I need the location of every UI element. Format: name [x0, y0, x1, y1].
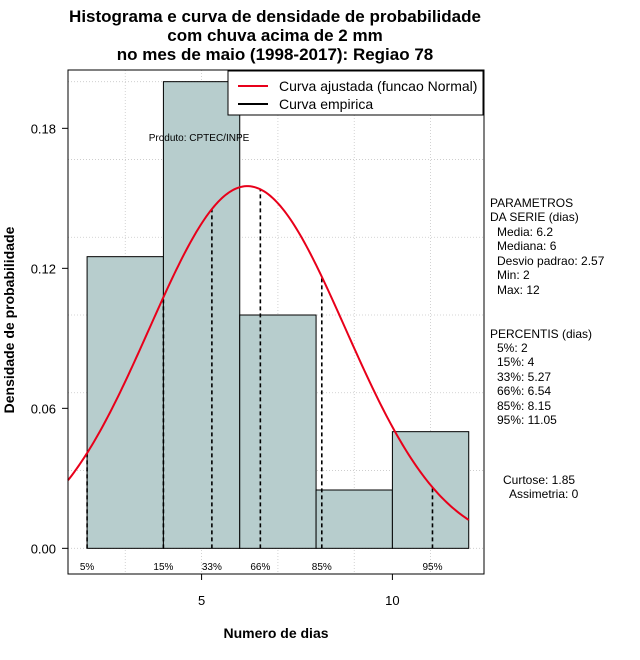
x-tick-label-1: 5	[198, 593, 205, 608]
histogram-bar-5	[391, 431, 470, 549]
y-tick-label-3: 0.12	[31, 261, 56, 276]
y-axis: 0.00 0.06 0.12 0.18	[31, 121, 68, 556]
chart-title-line-3: no mes de maio (1998-2017): Regiao 78	[117, 45, 434, 64]
normal-curve	[67, 185, 470, 521]
percentil-85: 85%: 8.15	[497, 399, 551, 413]
percentile-lines	[86, 189, 434, 549]
param-min: Min: 2	[497, 268, 530, 282]
legend-normal-label: Curva ajustada (funcao Normal)	[279, 78, 477, 94]
normal-curve-group	[67, 185, 470, 521]
y-tick-label-2: 0.06	[31, 401, 56, 416]
y-axis-label: Densidade de probabilidade	[1, 226, 17, 413]
param-desvio: Desvio padrao: 2.57	[497, 254, 605, 268]
x-axis: 5 10	[198, 574, 400, 608]
plot-frame	[67, 69, 485, 575]
curtose-value: Curtose: 1.85	[503, 473, 575, 487]
percentile-label-2: 15%	[153, 562, 173, 573]
param-media: Media: 6.2	[497, 225, 553, 239]
percentil-5: 5%: 2	[497, 341, 528, 355]
histogram-bar-2	[162, 81, 241, 549]
side-panel: PARAMETROS DA SERIE (dias) Media: 6.2 Me…	[490, 196, 605, 501]
histogram-bars	[86, 81, 470, 549]
params-title-line-1: PARAMETROS	[490, 196, 573, 210]
histogram-bar-1	[86, 256, 164, 549]
percentil-33: 33%: 5.27	[497, 370, 551, 384]
histogram-bar-4	[315, 489, 393, 549]
param-mediana: Mediana: 6	[497, 239, 557, 253]
chart-title-line-2: com chuva acima de 2 mm	[167, 26, 382, 45]
produto-annotation: Produto: CPTEC/INPE	[149, 133, 250, 144]
percentile-label-6: 95%	[422, 562, 442, 573]
x-axis-label: Numero de dias	[223, 625, 328, 641]
legend-box	[227, 70, 484, 116]
y-tick-label-4: 0.18	[31, 121, 56, 136]
percentile-label-4: 66%	[250, 562, 270, 573]
percentile-label-3: 33%	[202, 562, 222, 573]
histogram-bar-3	[239, 314, 317, 549]
percentil-15: 15%: 4	[497, 355, 535, 369]
percentile-labels: 5% 15% 33% 66% 85% 95%	[80, 562, 443, 573]
legend-empirical-label: Curva empirica	[279, 96, 373, 112]
x-tick-label-2: 10	[385, 593, 399, 608]
percentile-label-5: 85%	[312, 562, 332, 573]
percentile-label-1: 5%	[80, 562, 95, 573]
y-tick-label-1: 0.00	[31, 541, 56, 556]
param-max: Max: 12	[497, 283, 540, 297]
params-title-line-2: DA SERIE (dias)	[490, 210, 579, 224]
legend: Curva ajustada (funcao Normal) Curva emp…	[227, 70, 484, 116]
chart-title-line-1: Histograma e curva de densidade de proba…	[69, 7, 481, 26]
percentil-95: 95%: 11.05	[497, 413, 557, 427]
percentil-66: 66%: 6.54	[497, 384, 551, 398]
assimetria-value: Assimetria: 0	[509, 487, 579, 501]
percentis-title: PERCENTIS (dias)	[490, 327, 592, 341]
